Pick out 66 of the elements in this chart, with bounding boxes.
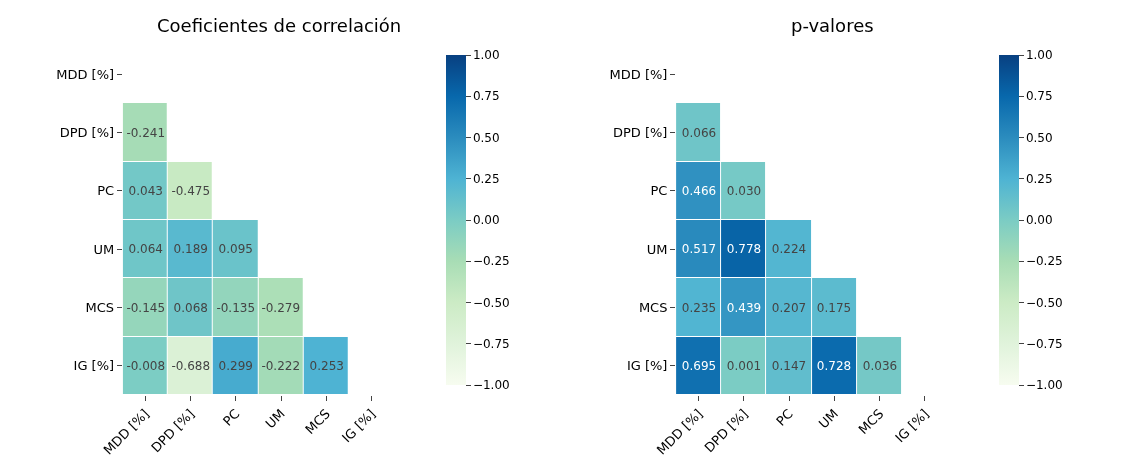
data-label: 0.147 <box>771 359 807 374</box>
data-label: 0.175 <box>816 301 852 316</box>
y-tick-label: UM <box>93 241 115 257</box>
data-label: 0.224 <box>771 242 807 257</box>
y-tick-label: PC <box>650 183 668 199</box>
data-label: -0.135 <box>216 301 256 316</box>
x-tick-label: UM <box>815 406 842 432</box>
color-bar-label: −1.00 <box>1025 378 1063 393</box>
data-label: -0.475 <box>171 184 211 199</box>
color-bar-label: −0.25 <box>1025 254 1063 269</box>
y-tick-label: IG [%] <box>73 358 115 374</box>
data-label: 0.043 <box>128 184 163 199</box>
color-bar-label: 0.00 <box>1025 213 1053 228</box>
color-bar-label: 0.75 <box>1025 89 1053 104</box>
color-bar-label: −1.00 <box>472 378 510 393</box>
chart-title: p-valores <box>791 15 874 36</box>
y-tick-label: IG [%] <box>626 358 668 374</box>
data-label: 0.466 <box>681 184 717 199</box>
y-tick-label: MDD [%] <box>56 66 115 82</box>
data-label: 0.207 <box>771 301 807 316</box>
color-bar-label: −0.50 <box>472 295 510 310</box>
y-tick-label: DPD [%] <box>612 125 668 141</box>
color-bar-label: 0.75 <box>472 89 500 104</box>
data-label: 0.253 <box>309 359 344 374</box>
color-bar-label: −0.75 <box>1025 336 1063 351</box>
data-label: -0.279 <box>261 301 301 316</box>
data-label: 0.439 <box>726 301 762 316</box>
data-label: 0.095 <box>218 242 253 257</box>
data-label: 0.695 <box>681 359 717 374</box>
color-bar-label: −0.75 <box>472 336 510 351</box>
data-label: 0.299 <box>218 359 253 374</box>
data-label: 0.001 <box>726 359 762 374</box>
x-tick-label: PC <box>219 406 243 429</box>
data-label: 0.517 <box>681 242 717 257</box>
y-tick-label: MCS <box>85 300 115 316</box>
color-bar-label: 1.00 <box>472 48 500 63</box>
data-label: 0.778 <box>726 242 762 257</box>
y-tick-label: DPD [%] <box>59 125 115 141</box>
data-label: 0.189 <box>173 242 208 257</box>
y-tick-label: UM <box>646 241 668 257</box>
color-bar-label: −0.25 <box>472 254 510 269</box>
y-tick-label: MDD [%] <box>609 66 668 82</box>
color-bar-label: 0.25 <box>1025 171 1053 186</box>
color-bar-label: 0.50 <box>1025 130 1053 145</box>
color-bar-label: 0.50 <box>472 130 500 145</box>
color-bar-label: 0.25 <box>472 171 500 186</box>
y-tick-label: MCS <box>638 300 668 316</box>
data-label: 0.030 <box>726 184 762 199</box>
data-label: 0.036 <box>862 359 898 374</box>
y-tick-label: PC <box>97 183 115 199</box>
data-label: 0.728 <box>816 359 852 374</box>
data-label: 0.235 <box>681 301 717 316</box>
data-label: -0.241 <box>126 126 166 141</box>
data-label: 0.066 <box>681 126 717 141</box>
color-bar-label: 1.00 <box>1025 48 1053 63</box>
data-label: -0.145 <box>126 301 166 316</box>
chart-title: Coeficientes de correlación <box>157 15 402 36</box>
data-label: -0.008 <box>126 359 166 374</box>
data-label: 0.068 <box>173 301 208 316</box>
x-tick-label: PC <box>773 406 796 429</box>
data-label: 0.064 <box>128 242 163 257</box>
data-label: -0.222 <box>261 359 301 374</box>
color-bar-label: −0.50 <box>1025 295 1063 310</box>
data-label: -0.688 <box>171 359 211 374</box>
x-tick-label: UM <box>262 406 288 432</box>
color-bar-label: 0.00 <box>472 213 500 228</box>
